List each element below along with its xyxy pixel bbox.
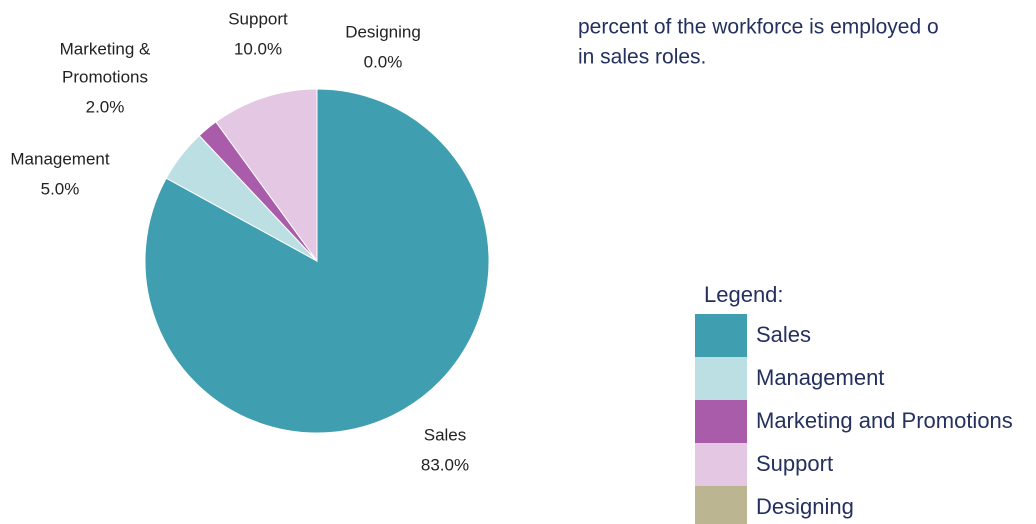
slice-label: Management bbox=[10, 149, 110, 168]
slice-label: Designing bbox=[345, 22, 421, 41]
legend-swatch bbox=[695, 486, 747, 524]
slice-value-label: 2.0% bbox=[86, 97, 125, 116]
description-line: percent of the workforce is employed o bbox=[578, 16, 939, 39]
legend-swatch bbox=[695, 357, 747, 400]
legend-label: Sales bbox=[756, 322, 811, 347]
legend-swatch bbox=[695, 400, 747, 443]
slice-value-label: 5.0% bbox=[41, 179, 80, 198]
slice-value-label: 0.0% bbox=[364, 52, 403, 71]
slice-label: Support bbox=[228, 9, 288, 28]
legend-swatch bbox=[695, 443, 747, 486]
slice-label: Sales bbox=[424, 425, 467, 444]
slice-value-label: 10.0% bbox=[234, 39, 282, 58]
slice-label: Promotions bbox=[62, 67, 148, 86]
legend-label: Support bbox=[756, 451, 833, 476]
pie-slice bbox=[215, 88, 318, 263]
slice-label: Marketing & bbox=[60, 39, 151, 58]
legend-label: Marketing and Promotions bbox=[756, 408, 1013, 433]
legend-label: Designing bbox=[756, 494, 854, 519]
slice-value-label: 83.0% bbox=[421, 455, 469, 474]
legend-label: Management bbox=[756, 365, 884, 390]
description-line: in sales roles. bbox=[578, 46, 706, 69]
legend-swatch bbox=[695, 314, 747, 357]
legend-title: Legend: bbox=[704, 282, 784, 307]
